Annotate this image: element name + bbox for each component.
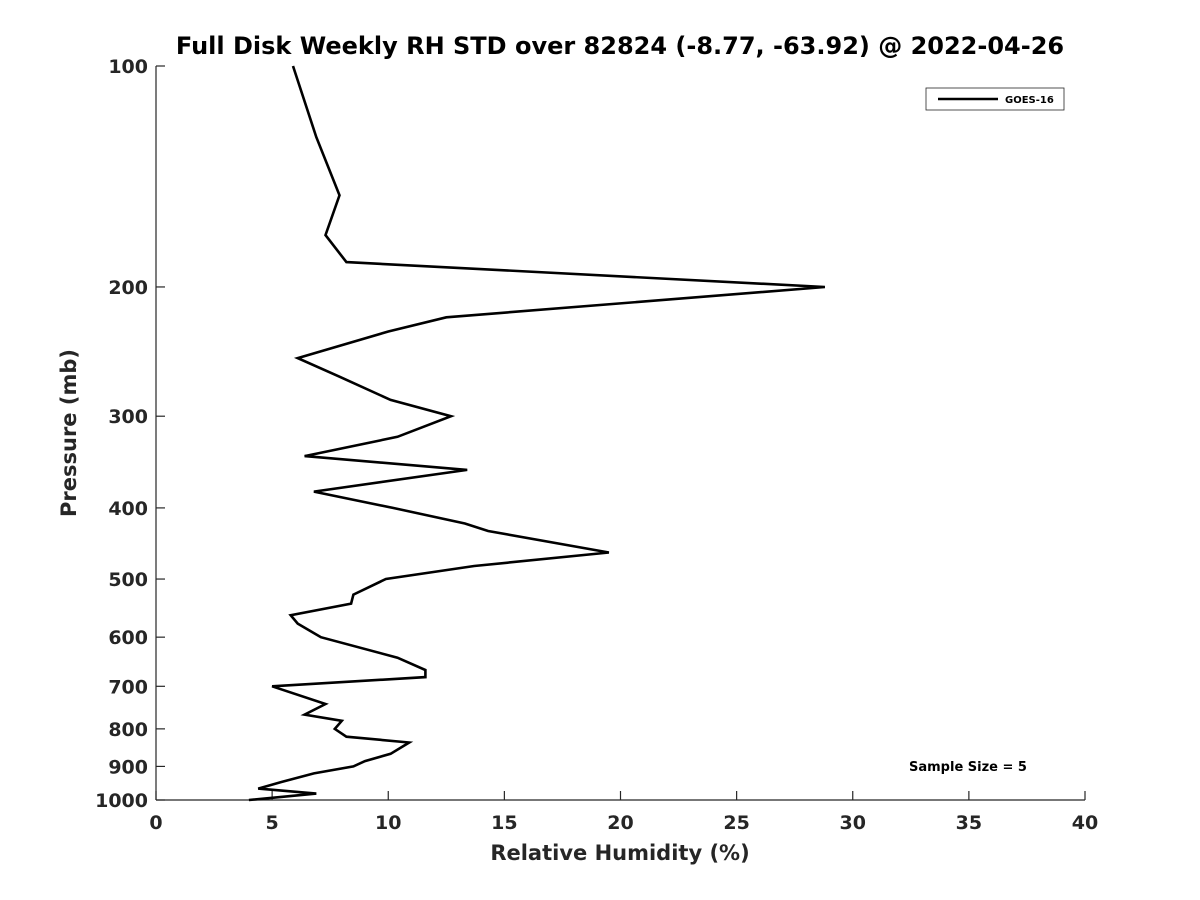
y-tick-label: 900 — [108, 756, 148, 778]
x-tick-label: 20 — [607, 812, 633, 834]
x-tick-label: 40 — [1072, 812, 1098, 834]
legend-label: GOES-16 — [1005, 95, 1054, 106]
y-tick-label: 600 — [108, 627, 148, 649]
x-tick-label: 5 — [266, 812, 279, 834]
series-line-goes-16 — [248, 65, 826, 802]
y-tick-label: 800 — [108, 719, 148, 741]
y-tick-label: 700 — [108, 676, 148, 698]
x-tick-label: 10 — [375, 812, 401, 834]
x-ticks: 0 5 10 15 20 25 30 35 40 — [149, 791, 1098, 834]
y-axis-label: Pressure (mb) — [57, 349, 81, 517]
x-tick-label: 0 — [149, 812, 162, 834]
y-tick-label: 500 — [108, 569, 148, 591]
legend: GOES-16 — [925, 87, 1065, 111]
chart-title: Full Disk Weekly RH STD over 82824 (-8.7… — [176, 32, 1064, 60]
axes — [155, 66, 1085, 801]
x-axis-label: Relative Humidity (%) — [490, 841, 749, 865]
x-tick-label: 30 — [840, 812, 866, 834]
y-tick-label: 100 — [108, 56, 148, 78]
y-ticks: 100 200 300 400 500 600 700 800 900 1000 — [95, 56, 165, 812]
x-tick-label: 35 — [956, 812, 982, 834]
y-tick-label: 300 — [108, 406, 148, 428]
y-tick-label: 1000 — [95, 790, 148, 812]
sample-size-annotation: Sample Size = 5 — [909, 760, 1027, 775]
y-tick-label: 400 — [108, 498, 148, 520]
x-tick-label: 15 — [491, 812, 517, 834]
y-tick-label: 200 — [108, 277, 148, 299]
x-tick-label: 25 — [723, 812, 749, 834]
